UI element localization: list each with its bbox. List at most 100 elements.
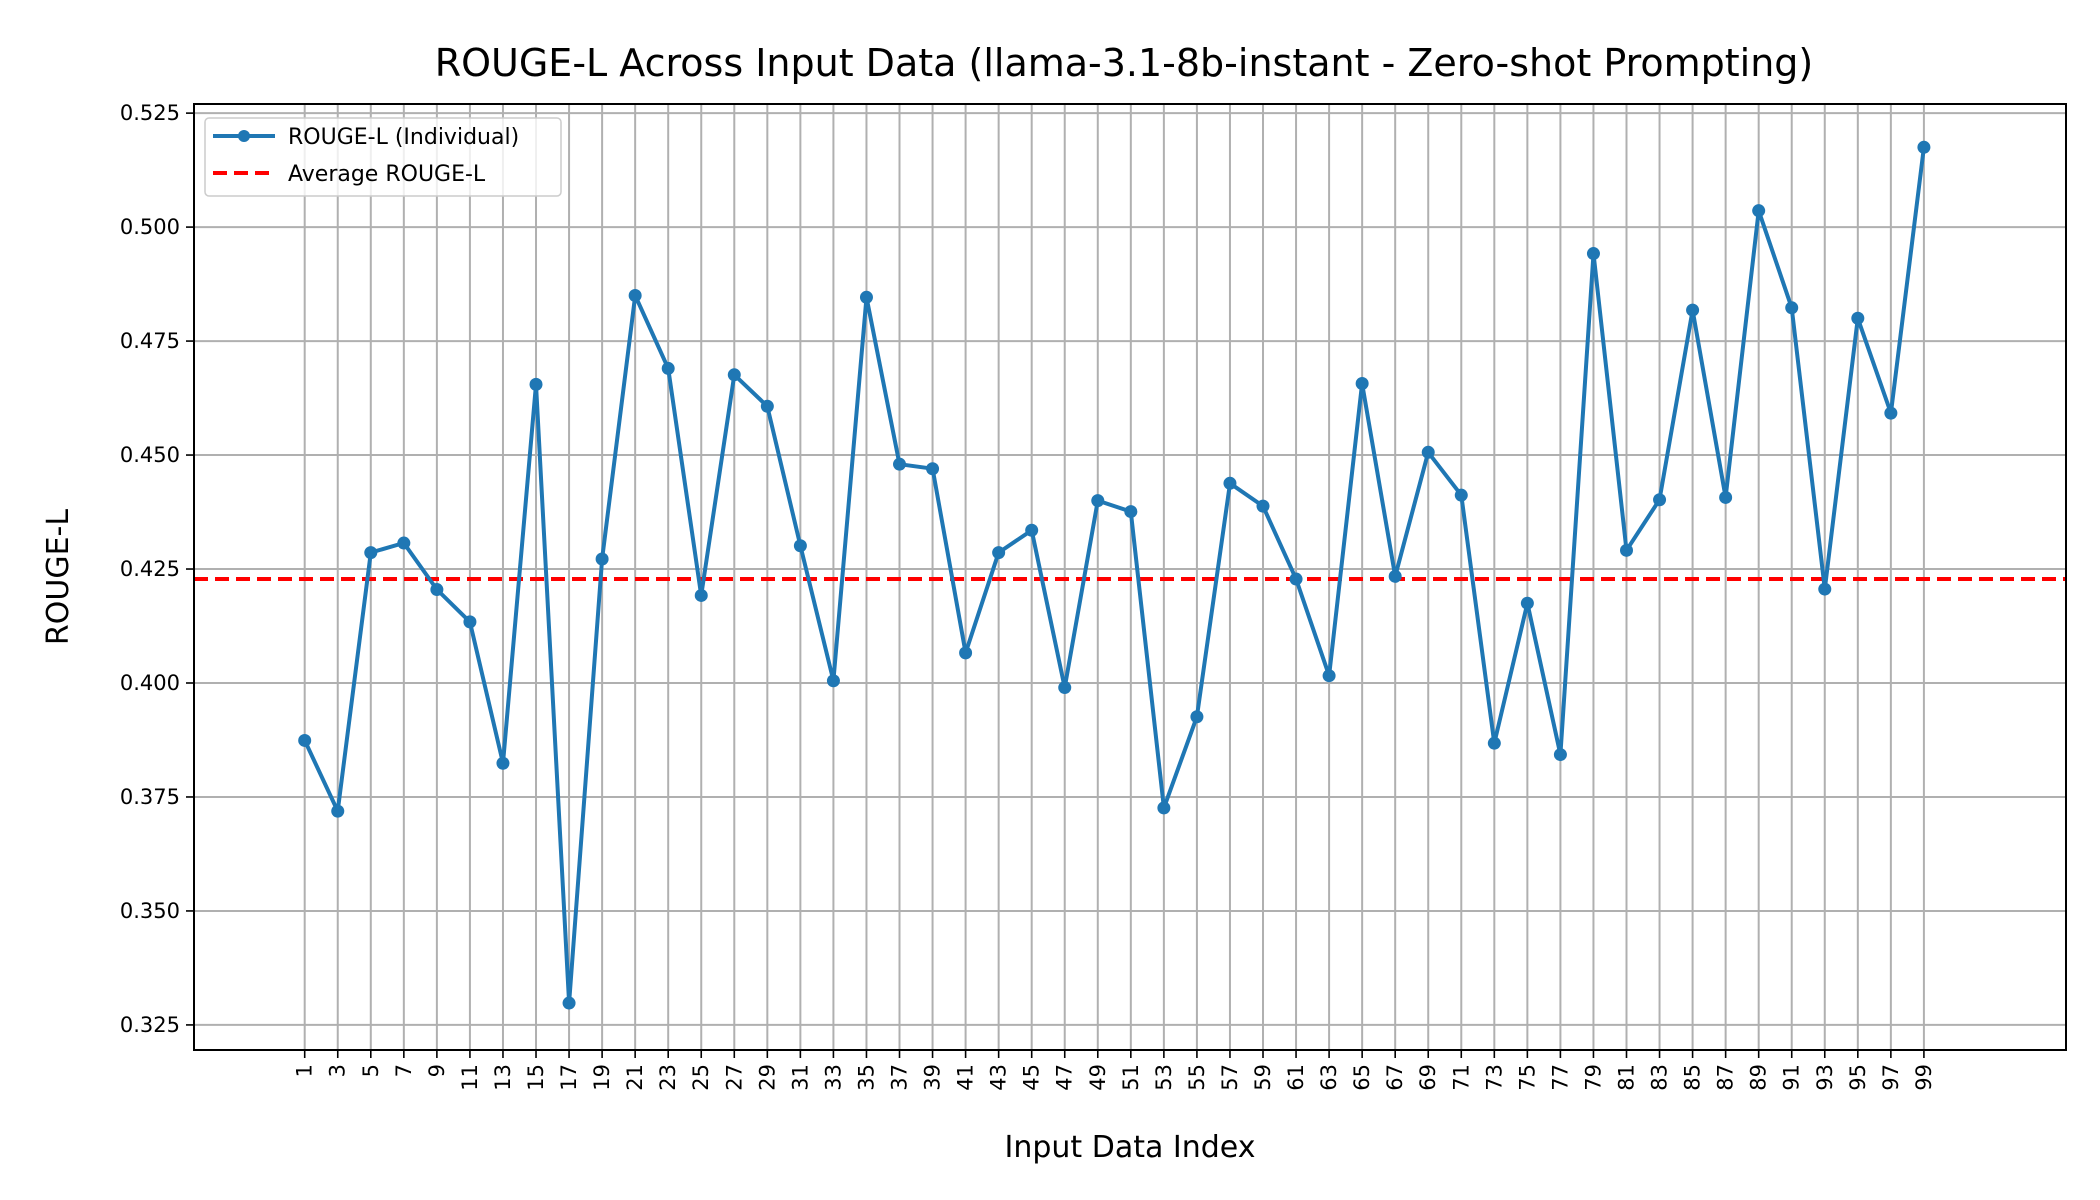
y-tick-label: 0.450	[120, 443, 180, 467]
x-tick-label: 11	[458, 1064, 482, 1091]
x-tick-label: 9	[425, 1064, 449, 1077]
y-tick-label: 0.325	[120, 1013, 180, 1037]
legend-label-individual: ROUGE-L (Individual)	[288, 125, 519, 150]
x-tick-label: 43	[987, 1064, 1011, 1091]
rouge-l-data-point	[1421, 445, 1435, 459]
x-tick-label: 5	[359, 1064, 383, 1077]
x-tick-label: 71	[1449, 1064, 1473, 1091]
rouge-l-data-point	[727, 368, 741, 382]
x-tick-label: 51	[1119, 1064, 1143, 1091]
x-tick-label: 79	[1581, 1064, 1605, 1091]
rouge-l-data-point	[1388, 569, 1402, 583]
x-tick-label: 19	[590, 1064, 614, 1091]
x-tick-label: 61	[1284, 1064, 1308, 1091]
x-tick-label: 75	[1515, 1064, 1539, 1091]
rouge-l-data-point	[1157, 801, 1171, 815]
rouge-l-individual-line	[302, 147, 1926, 1005]
x-tick-label: 69	[1416, 1064, 1440, 1091]
y-tick-label: 0.425	[120, 557, 180, 581]
rouge-l-data-point	[397, 536, 411, 550]
x-tick-label: 99	[1912, 1064, 1936, 1091]
rouge-l-data-point	[1653, 493, 1667, 507]
rouge-l-data-point	[529, 377, 543, 391]
rouge-l-data-point	[926, 462, 940, 476]
rouge-l-data-point	[1719, 490, 1733, 504]
x-tick-label: 13	[491, 1064, 515, 1091]
x-tick-label: 91	[1780, 1064, 1804, 1091]
y-tick-label: 0.500	[120, 215, 180, 239]
rouge-l-data-point	[859, 290, 873, 304]
rouge-l-data-point	[628, 288, 642, 302]
x-tick-label: 95	[1846, 1064, 1870, 1091]
x-tick-label: 1	[293, 1064, 317, 1077]
x-tick-label: 35	[854, 1064, 878, 1091]
x-tick-label: 67	[1383, 1064, 1407, 1091]
rouge-l-data-point	[1785, 301, 1799, 315]
rouge-l-data-point	[1917, 140, 1931, 154]
x-tick-label: 83	[1648, 1064, 1672, 1091]
x-tick-label: 87	[1714, 1064, 1738, 1091]
x-tick-label: 41	[954, 1064, 978, 1091]
rouge-l-data-point	[1851, 311, 1865, 325]
rouge-l-data-point	[694, 588, 708, 602]
y-axis-label: ROUGE-L	[41, 509, 76, 645]
y-tick-label: 0.375	[120, 785, 180, 809]
x-tick-label: 77	[1548, 1064, 1572, 1091]
rouge-l-data-point	[1322, 669, 1336, 683]
x-tick-label: 65	[1350, 1064, 1374, 1091]
x-tick-label: 3	[326, 1064, 350, 1077]
rouge-l-data-point	[1124, 505, 1138, 519]
chart-title: ROUGE-L Across Input Data (llama-3.1-8b-…	[435, 41, 1814, 85]
x-tick-label: 33	[821, 1064, 845, 1091]
rouge-l-data-point	[1289, 572, 1303, 586]
rouge-l-data-point	[364, 546, 378, 560]
rouge-l-data-point	[1025, 523, 1039, 537]
x-tick-label: 89	[1747, 1064, 1771, 1091]
rouge-l-data-point	[1190, 710, 1204, 724]
y-tick-label: 0.475	[120, 329, 180, 353]
x-tick-label: 17	[557, 1064, 581, 1091]
rouge-l-data-point	[463, 615, 477, 629]
x-tick-label: 39	[921, 1064, 945, 1091]
rouge-l-data-point	[893, 457, 907, 471]
rouge-l-data-point	[826, 674, 840, 688]
rouge-l-data-point	[595, 552, 609, 566]
y-axis-ticks: 0.325 0.350 0.375 0.400 0.425 0.450 0.475 0.500…	[120, 101, 194, 1037]
rouge-l-data-point	[1487, 736, 1501, 750]
x-axis-label: Input Data Index	[1005, 1130, 1256, 1165]
x-tick-label: 57	[1218, 1064, 1242, 1091]
rouge-l-data-point	[760, 399, 774, 413]
y-tick-label: 0.350	[120, 899, 180, 923]
x-tick-label: 59	[1251, 1064, 1275, 1091]
rouge-l-data-point	[959, 646, 973, 660]
x-tick-label: 53	[1152, 1064, 1176, 1091]
rouge-l-data-point	[1058, 681, 1072, 695]
rouge-l-data-point	[1454, 488, 1468, 502]
x-tick-label: 55	[1185, 1064, 1209, 1091]
rouge-l-data-point	[1091, 494, 1105, 508]
y-tick-label: 0.400	[120, 671, 180, 695]
x-tick-label: 31	[788, 1064, 812, 1091]
grid	[194, 104, 2066, 1050]
x-tick-label: 97	[1879, 1064, 1903, 1091]
rouge-l-data-point	[1553, 748, 1567, 762]
x-tick-label: 21	[623, 1064, 647, 1091]
rouge-l-data-point	[430, 583, 444, 597]
rouge-l-data-point	[562, 996, 576, 1010]
x-axis-ticks: 1 3 5 7 9 11 13 15 17 19 21 23 25 27 29 31 33 35 37 39 41 43 4…	[293, 1050, 1936, 1091]
rouge-l-data-point	[1586, 247, 1600, 261]
x-tick-label: 45	[1020, 1064, 1044, 1091]
rouge-l-data-point	[1818, 582, 1832, 596]
plot-frame	[193, 103, 2067, 1051]
x-tick-label: 27	[722, 1064, 746, 1091]
x-tick-label: 85	[1681, 1064, 1705, 1091]
rouge-l-data-point	[1256, 499, 1270, 513]
x-tick-label: 7	[392, 1064, 416, 1077]
rouge-l-data-point	[496, 756, 510, 770]
rouge-l-data-point	[1620, 543, 1634, 557]
x-tick-label: 73	[1482, 1064, 1506, 1091]
rouge-l-data-point	[793, 539, 807, 553]
rouge-l-data-point	[331, 804, 345, 818]
